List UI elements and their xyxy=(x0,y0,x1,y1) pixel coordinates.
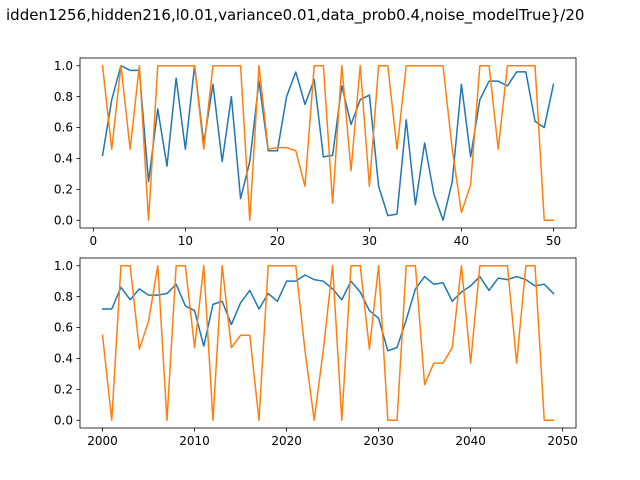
x-tick-label: 0 xyxy=(90,234,98,248)
x-tick-label: 50 xyxy=(546,234,561,248)
y-tick-label: 0.8 xyxy=(54,90,73,104)
y-tick-label: 0.4 xyxy=(54,152,73,166)
y-tick-label: 0.6 xyxy=(54,321,73,335)
subplot-1: 0 10 20 30 40 50 0.0 0.2 0.4 0.6 0.8 1.0 xyxy=(54,57,577,248)
x-tick-label: 40 xyxy=(454,234,469,248)
figure-title-text: idden1256,hidden216,l0.01,variance0.01,d… xyxy=(6,6,585,24)
y-tick-label: 0.8 xyxy=(54,290,73,304)
axes-frame xyxy=(79,257,577,429)
x-tick-label: 2040 xyxy=(455,434,486,448)
x-tick-label: 20 xyxy=(270,234,285,248)
series-line-orange xyxy=(101,264,555,422)
x-tick-label: 2000 xyxy=(87,434,118,448)
y-tick-label: 0.0 xyxy=(54,413,73,427)
series-line-orange xyxy=(101,64,555,222)
subplot-2: 2000 2010 2020 2030 2040 2050 0.0 0.2 0.4 0.6 0.8 1… xyxy=(54,257,578,448)
x-tick-label: 10 xyxy=(178,234,193,248)
y-tick-label: 1.0 xyxy=(54,59,73,73)
y-tick-label: 0.2 xyxy=(54,383,73,397)
x-tick-label: 2010 xyxy=(179,434,210,448)
y-tick-label: 0.0 xyxy=(54,213,73,227)
y-tick-label: 1.0 xyxy=(54,259,73,273)
x-tick-label: 2050 xyxy=(547,434,578,448)
series-line-blue xyxy=(101,64,555,222)
x-tick-label: 2030 xyxy=(363,434,394,448)
axes-frame xyxy=(79,57,577,229)
y-tick-label: 0.2 xyxy=(54,183,73,197)
y-tick-label: 0.6 xyxy=(54,121,73,135)
x-tick-label: 2020 xyxy=(271,434,302,448)
x-tick-label: 30 xyxy=(362,234,377,248)
y-tick-label: 0.4 xyxy=(54,352,73,366)
